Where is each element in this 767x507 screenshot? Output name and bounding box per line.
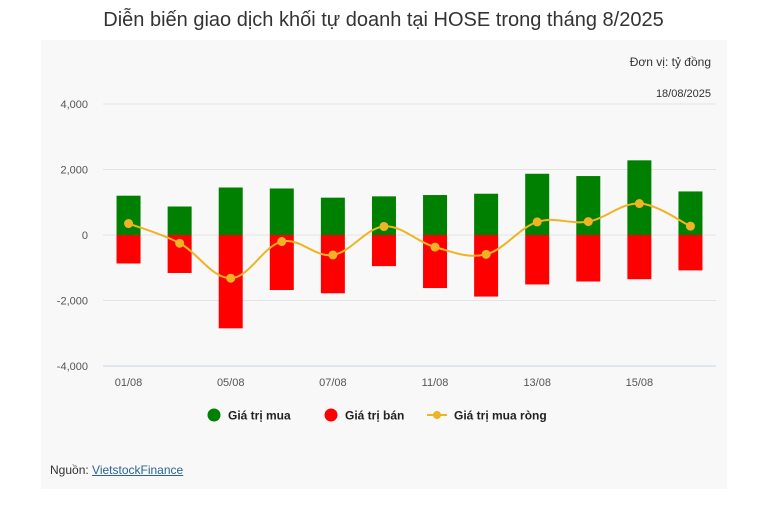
legend: Giá trị mua Giá trị bán Giá trị mua ròng [207, 408, 547, 423]
buy-bar [320, 197, 345, 235]
buy-bar [167, 206, 192, 235]
buy-bar [116, 195, 141, 235]
buy-bar [269, 188, 294, 235]
sell-bar [474, 235, 499, 297]
y-tick-label: 0 [82, 230, 88, 242]
sell-bar [320, 235, 345, 294]
net-buy-point [226, 273, 236, 283]
unit-label: Đơn vị: tỷ đồng [629, 55, 711, 69]
x-tick-label: 05/08 [217, 377, 245, 389]
date-label: 18/08/2025 [655, 88, 711, 100]
net-buy-point [379, 221, 389, 231]
y-tick-label: 2,000 [60, 165, 88, 177]
net-buy-point [532, 217, 542, 227]
net-buy-point [481, 249, 491, 259]
x-axis-ticks: 01/08 05/08 07/08 11/08 13/08 15/08 [115, 377, 653, 389]
buy-bar [627, 160, 652, 235]
net-buy-point [634, 199, 644, 209]
legend-point-marker [433, 411, 441, 419]
legend-item-net: Giá trị mua ròng [427, 409, 547, 423]
bars-layer [116, 160, 703, 329]
x-tick-label: 15/08 [626, 377, 654, 389]
buy-bar [576, 176, 601, 235]
net-buy-point [685, 221, 695, 231]
sell-bar [371, 235, 396, 267]
buy-bar [423, 195, 448, 235]
legend-label: Giá trị mua [228, 409, 291, 423]
net-buy-point [277, 237, 287, 247]
legend-label: Giá trị bán [345, 409, 404, 423]
chart-title: Diễn biến giao dịch khối tự doanh tại HO… [103, 9, 664, 31]
source-note: Nguồn: VietstockFinance [50, 463, 183, 477]
net-buy-line [128, 202, 691, 280]
sell-bar [678, 235, 703, 271]
sell-bar [627, 235, 652, 280]
source-link[interactable]: VietstockFinance [92, 463, 184, 477]
net-buy-point [328, 250, 338, 260]
y-tick-label: -2,000 [57, 296, 88, 308]
source-prefix: Nguồn: [50, 463, 93, 477]
buy-bar [218, 187, 243, 235]
x-tick-label: 13/08 [523, 377, 551, 389]
net-line-layer [124, 199, 695, 283]
sell-bar [116, 235, 141, 264]
x-tick-label: 01/08 [115, 377, 143, 389]
y-axis-ticks: 4,000 2,000 0 -2,000 -4,000 [57, 99, 88, 373]
legend-item-buy: Giá trị mua [207, 408, 291, 423]
legend-circle-marker [324, 408, 338, 422]
legend-item-sell: Giá trị bán [324, 408, 404, 423]
net-buy-point [583, 217, 593, 227]
net-buy-point [124, 219, 134, 229]
sell-bar [525, 235, 550, 285]
y-tick-label: 4,000 [60, 99, 88, 111]
sell-bar [576, 235, 601, 282]
buy-bar [474, 193, 499, 235]
x-tick-label: 07/08 [319, 377, 347, 389]
net-buy-point [175, 238, 185, 248]
x-tick-label: 11/08 [422, 377, 449, 389]
legend-circle-marker [207, 408, 221, 422]
y-tick-label: -4,000 [57, 361, 88, 373]
net-buy-point [430, 242, 440, 252]
legend-label: Giá trị mua ròng [454, 409, 547, 423]
